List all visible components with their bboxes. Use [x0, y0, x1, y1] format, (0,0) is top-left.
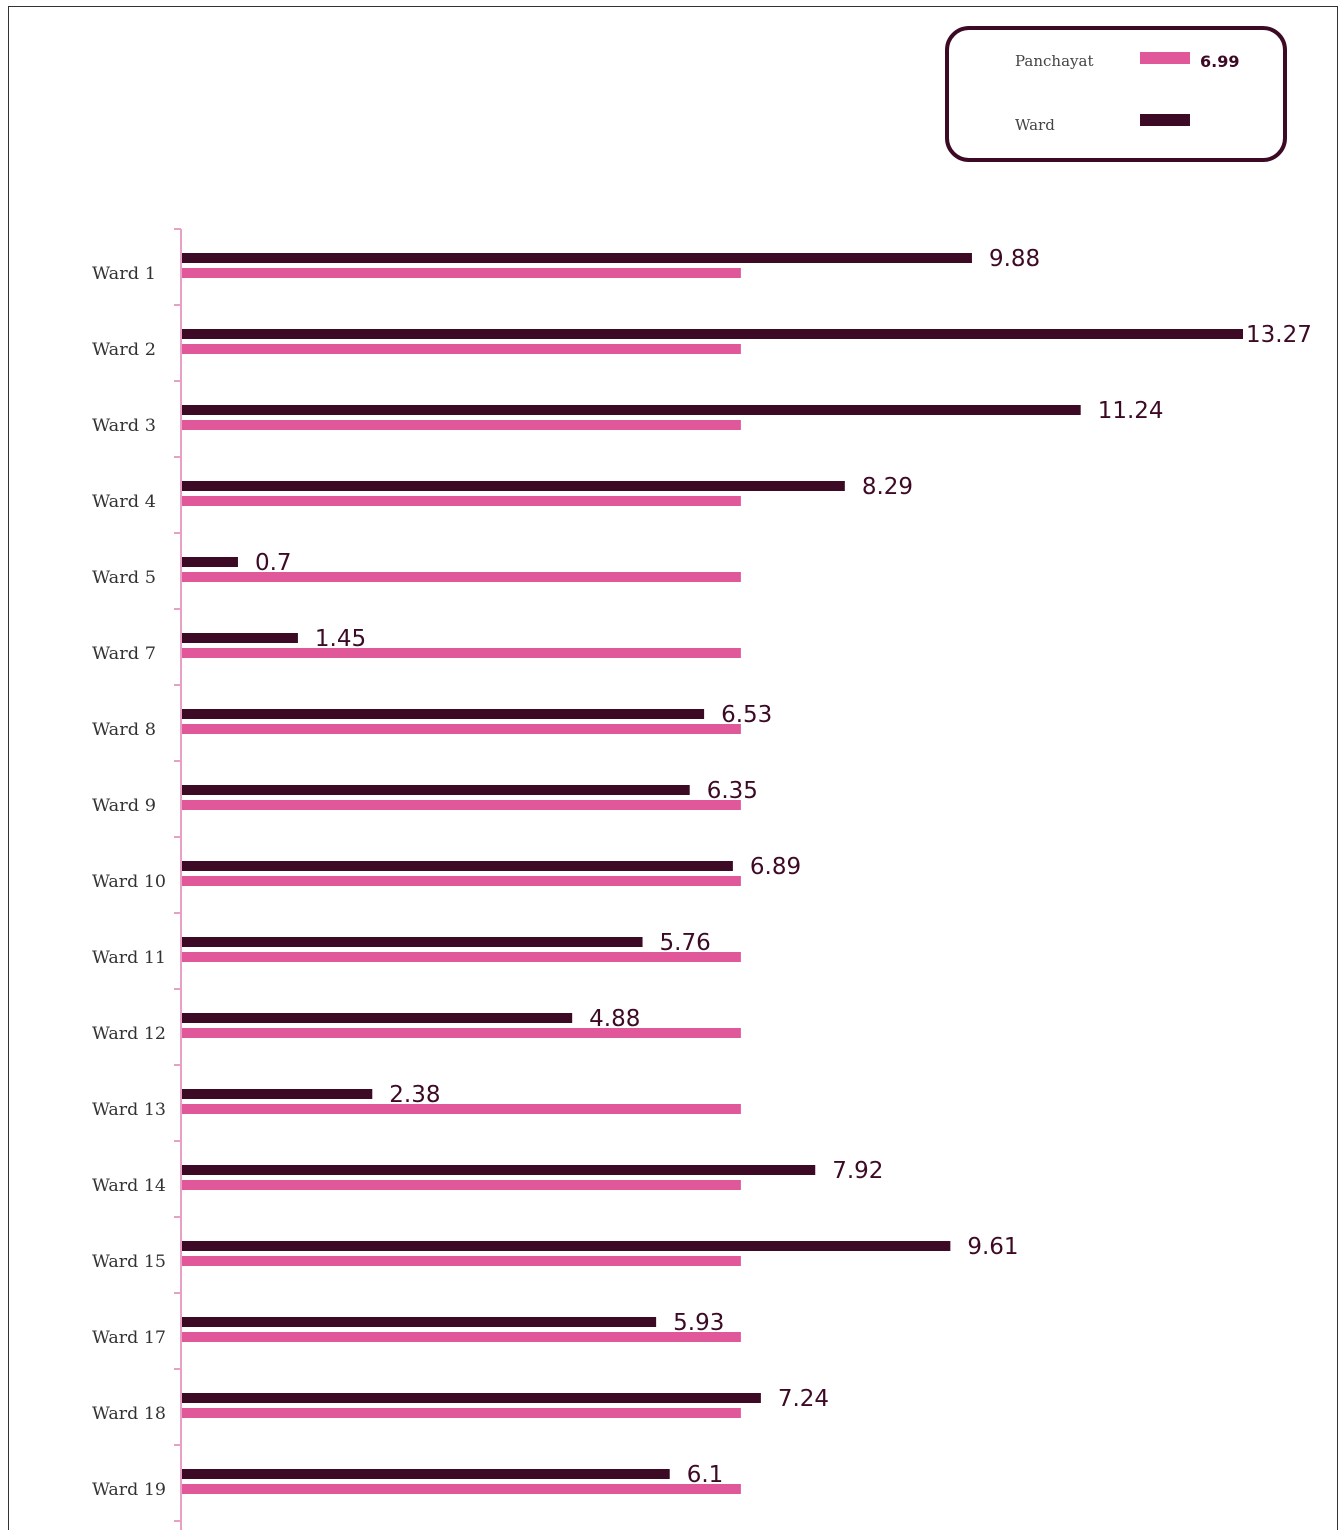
bar-ward: [182, 1089, 373, 1099]
bar-ward: [182, 709, 705, 719]
data-label-ward: 11.24: [1098, 398, 1164, 424]
bar-ward: [182, 329, 1243, 339]
bar-panchayat: [182, 648, 741, 658]
data-label-ward: 0.7: [255, 550, 292, 576]
bar-panchayat: [182, 1180, 741, 1190]
legend-value-panchayat: 6.99: [1200, 52, 1240, 71]
bar-panchayat: [182, 876, 741, 886]
bar-ward: [182, 1469, 670, 1479]
data-label-ward: 6.89: [750, 854, 801, 880]
bar-ward: [182, 481, 845, 491]
bar-panchayat: [182, 952, 741, 962]
y-tick-label: Ward 4: [92, 492, 156, 512]
bar-panchayat: [182, 1256, 741, 1266]
y-tick-label: Ward 7: [92, 644, 156, 664]
legend-label-ward: Ward: [1015, 116, 1055, 134]
y-tick-label: Ward 17: [92, 1328, 166, 1348]
y-tick-label: Ward 14: [92, 1176, 166, 1196]
data-label-ward: 1.45: [315, 626, 366, 652]
chart-frame: [8, 6, 1338, 1530]
bar-ward: [182, 1317, 657, 1327]
legend-label-panchayat: Panchayat: [1015, 52, 1094, 70]
data-label-ward: 5.93: [673, 1310, 724, 1336]
y-tick-label: Ward 1: [92, 264, 156, 284]
bar-ward: [182, 1165, 816, 1175]
data-label-ward: 7.24: [778, 1386, 829, 1412]
bar-panchayat: [182, 420, 741, 430]
bar-ward: [182, 1393, 761, 1403]
bar-panchayat: [182, 496, 741, 506]
bar-ward: [182, 937, 643, 947]
legend: Panchayat 6.99 Ward: [945, 26, 1287, 162]
y-tick-label: Ward 9: [92, 796, 156, 816]
data-label-ward: 9.88: [989, 246, 1040, 272]
y-tick-label: Ward 13: [92, 1100, 166, 1120]
bar-ward: [182, 1013, 573, 1023]
y-tick-label: Ward 3: [92, 416, 156, 436]
data-label-ward: 5.76: [660, 930, 711, 956]
bar-panchayat: [182, 344, 741, 354]
legend-swatch-ward: [1140, 114, 1190, 126]
data-label-ward: 6.53: [721, 702, 772, 728]
bar-ward: [182, 785, 690, 795]
bar-panchayat: [182, 1408, 741, 1418]
data-label-ward: 13.27: [1246, 322, 1312, 348]
bar-panchayat: [182, 1332, 741, 1342]
bar-panchayat: [182, 572, 741, 582]
y-tick-label: Ward 5: [92, 568, 156, 588]
data-label-ward: 9.61: [967, 1234, 1018, 1260]
y-tick-label: Ward 15: [92, 1252, 166, 1272]
y-tick-label: Ward 12: [92, 1024, 166, 1044]
bar-ward: [182, 253, 972, 263]
data-label-ward: 6.1: [687, 1462, 724, 1488]
bar-panchayat: [182, 268, 741, 278]
bar-ward: [182, 405, 1081, 415]
bar-panchayat: [182, 1484, 741, 1494]
y-tick-label: Ward 18: [92, 1404, 166, 1424]
y-tick-label: Ward 19: [92, 1480, 166, 1500]
bar-panchayat: [182, 800, 741, 810]
data-label-ward: 7.92: [832, 1158, 883, 1184]
y-tick-label: Ward 11: [92, 948, 166, 968]
data-label-ward: 6.35: [707, 778, 758, 804]
y-tick-label: Ward 2: [92, 340, 156, 360]
bar-panchayat: [182, 724, 741, 734]
bar-ward: [182, 633, 298, 643]
data-label-ward: 2.38: [389, 1082, 440, 1108]
bar-panchayat: [182, 1104, 741, 1114]
legend-swatch-panchayat: [1140, 52, 1190, 64]
bar-ward: [182, 861, 733, 871]
data-label-ward: 4.88: [589, 1006, 640, 1032]
bar-ward: [182, 1241, 951, 1251]
y-tick-label: Ward 10: [92, 872, 166, 892]
bar-panchayat: [182, 1028, 741, 1038]
bar-ward: [182, 557, 238, 567]
y-tick-label: Ward 8: [92, 720, 156, 740]
data-label-ward: 8.29: [862, 474, 913, 500]
